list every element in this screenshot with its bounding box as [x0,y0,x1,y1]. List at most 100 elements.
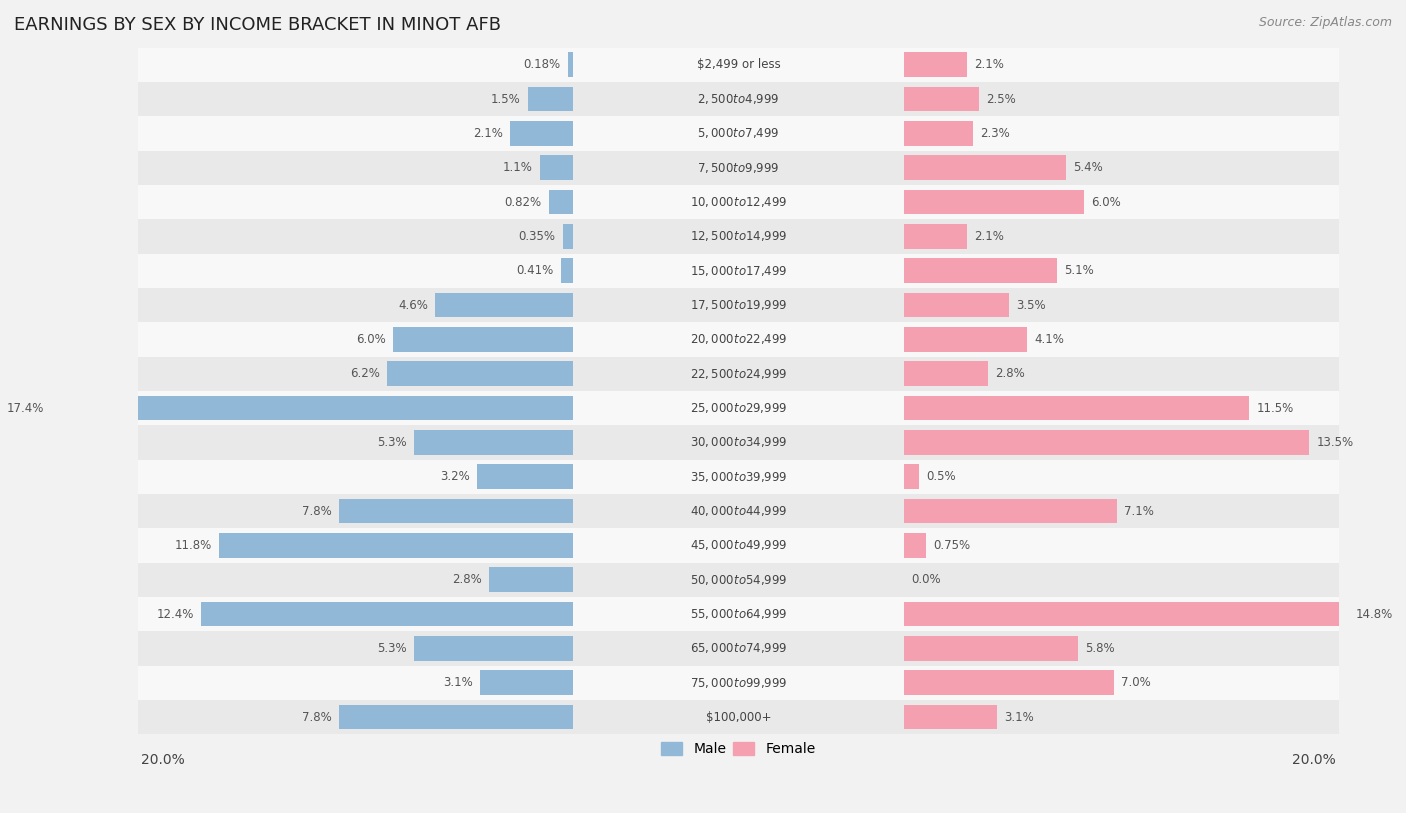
Text: 2.3%: 2.3% [980,127,1010,140]
Text: 0.82%: 0.82% [505,196,541,209]
Text: 1.5%: 1.5% [491,93,520,106]
Bar [138,666,1339,700]
Bar [904,602,1348,627]
Bar [529,87,574,111]
Text: 2.1%: 2.1% [974,59,1004,72]
Text: $17,500 to $19,999: $17,500 to $19,999 [690,298,787,312]
Text: 20.0%: 20.0% [1292,753,1336,767]
Text: 5.4%: 5.4% [1073,161,1102,174]
Text: 0.41%: 0.41% [516,264,554,277]
Bar [138,254,1339,288]
Bar [904,396,1249,420]
Text: 7.8%: 7.8% [302,711,332,724]
Text: 5.1%: 5.1% [1064,264,1094,277]
Bar [904,293,1008,317]
Bar [201,602,574,627]
Bar [138,220,1339,254]
Bar [904,224,966,249]
Text: Source: ZipAtlas.com: Source: ZipAtlas.com [1258,16,1392,29]
Bar [387,361,574,386]
Bar [540,155,574,180]
Text: 20.0%: 20.0% [141,753,186,767]
Text: 2.5%: 2.5% [986,93,1017,106]
Text: $7,500 to $9,999: $7,500 to $9,999 [697,161,780,175]
Text: 1.1%: 1.1% [503,161,533,174]
Bar [904,464,918,489]
Text: $22,500 to $24,999: $22,500 to $24,999 [690,367,787,380]
Text: 6.0%: 6.0% [1091,196,1121,209]
Bar [510,121,574,146]
Text: $65,000 to $74,999: $65,000 to $74,999 [690,641,787,655]
Text: 6.2%: 6.2% [350,367,380,380]
Bar [415,430,574,454]
Text: $2,499 or less: $2,499 or less [696,59,780,72]
Text: 13.5%: 13.5% [1316,436,1354,449]
Bar [138,322,1339,357]
Bar [904,327,1026,352]
Bar [904,533,927,558]
Text: 12.4%: 12.4% [156,607,194,620]
Text: 2.8%: 2.8% [453,573,482,586]
Text: 4.1%: 4.1% [1035,333,1064,346]
Bar [478,464,574,489]
Text: $40,000 to $44,999: $40,000 to $44,999 [690,504,787,518]
Bar [339,498,574,524]
Text: 0.75%: 0.75% [934,539,970,552]
Bar [561,259,574,283]
Bar [548,189,574,215]
Text: 3.1%: 3.1% [443,676,472,689]
Bar [138,425,1339,459]
Bar [138,116,1339,150]
Bar [904,361,987,386]
Text: 7.8%: 7.8% [302,505,332,518]
Text: $5,000 to $7,499: $5,000 to $7,499 [697,126,780,141]
Bar [904,52,966,77]
Bar [568,52,574,77]
Text: $75,000 to $99,999: $75,000 to $99,999 [690,676,787,689]
Bar [138,288,1339,322]
Text: 11.8%: 11.8% [174,539,212,552]
Bar [219,533,574,558]
Text: 3.2%: 3.2% [440,470,470,483]
Bar [904,498,1116,524]
Bar [138,82,1339,116]
Text: $30,000 to $34,999: $30,000 to $34,999 [690,436,787,450]
Bar [138,563,1339,597]
Bar [904,87,979,111]
Text: 5.3%: 5.3% [377,642,406,655]
Text: 3.5%: 3.5% [1017,298,1046,311]
Text: $35,000 to $39,999: $35,000 to $39,999 [690,470,787,484]
Bar [436,293,574,317]
Text: 0.18%: 0.18% [523,59,561,72]
Bar [904,189,1084,215]
Text: $10,000 to $12,499: $10,000 to $12,499 [690,195,787,209]
Bar [138,528,1339,563]
Text: $55,000 to $64,999: $55,000 to $64,999 [690,607,787,621]
Text: $45,000 to $49,999: $45,000 to $49,999 [690,538,787,552]
Bar [904,636,1077,661]
Text: EARNINGS BY SEX BY INCOME BRACKET IN MINOT AFB: EARNINGS BY SEX BY INCOME BRACKET IN MIN… [14,16,501,34]
Bar [904,705,997,729]
Text: $20,000 to $22,499: $20,000 to $22,499 [690,333,787,346]
Text: 14.8%: 14.8% [1355,607,1392,620]
Text: 7.0%: 7.0% [1121,676,1152,689]
Text: 5.8%: 5.8% [1085,642,1115,655]
Text: $50,000 to $54,999: $50,000 to $54,999 [690,572,787,587]
Text: 17.4%: 17.4% [6,402,44,415]
Bar [138,631,1339,666]
Text: 7.1%: 7.1% [1125,505,1154,518]
Bar [138,391,1339,425]
Bar [904,671,1114,695]
Bar [138,494,1339,528]
Text: 0.5%: 0.5% [927,470,956,483]
Text: $25,000 to $29,999: $25,000 to $29,999 [690,401,787,415]
Text: 6.0%: 6.0% [356,333,385,346]
Text: $12,500 to $14,999: $12,500 to $14,999 [690,229,787,243]
Text: 2.1%: 2.1% [974,230,1004,243]
Text: $2,500 to $4,999: $2,500 to $4,999 [697,92,780,106]
Bar [394,327,574,352]
Text: 0.35%: 0.35% [519,230,555,243]
Bar [562,224,574,249]
Text: $100,000+: $100,000+ [706,711,772,724]
Bar [51,396,574,420]
